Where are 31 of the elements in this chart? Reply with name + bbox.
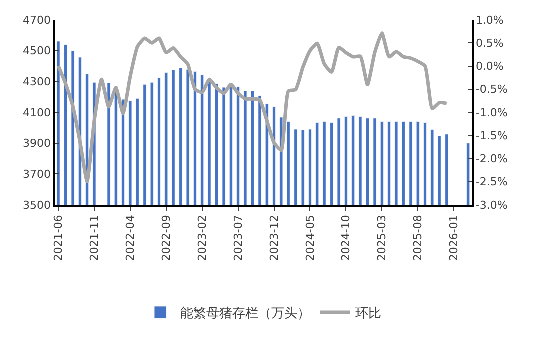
x-tick-label: 2025-08 <box>412 215 425 262</box>
x-tick-label: 2024-05 <box>304 215 317 262</box>
x-tick-label: 2023-07 <box>232 215 245 262</box>
y2-tick-label: -1.5% <box>476 129 508 142</box>
legend-label: 环比 <box>356 306 382 322</box>
y2-tick-label: 1.0% <box>476 14 504 27</box>
line-series <box>56 32 449 184</box>
y2-tick-label: 0.5% <box>476 36 504 50</box>
y-tick-label: 3900 <box>23 137 52 150</box>
x-tick-label: 2022-04 <box>124 215 138 262</box>
y2-tick-label: -0.5% <box>476 83 508 96</box>
x-tick-label: 2023-12 <box>268 215 281 262</box>
y-tick-label: 3700 <box>23 168 52 182</box>
y-tick-label: 3500 <box>23 198 52 212</box>
y2-tick-label: -2.0% <box>476 152 508 166</box>
x-tick-label: 2021-06 <box>52 215 66 262</box>
y2-tick-label: -1.0% <box>476 106 508 120</box>
y2-tick-label: 0.0% <box>476 60 504 74</box>
legend-label: 能繁母猪存栏（万头） <box>180 306 310 322</box>
x-tick-label: 2025-03 <box>376 215 389 262</box>
y-tick-label: 4300 <box>23 76 52 89</box>
y-tick-label: 4100 <box>23 106 52 120</box>
y-tick-label: 4500 <box>23 44 52 58</box>
y2-tick-label: -3.0% <box>476 198 508 212</box>
x-tick-label: 2021-11 <box>88 215 102 262</box>
x-tick-label: 2022-09 <box>160 215 174 262</box>
x-tick-label: 2023-02 <box>196 215 209 262</box>
x-tick-label: 2026-01 <box>448 215 461 262</box>
y-tick-label: 4700 <box>23 14 52 27</box>
y2-tick-label: -2.5% <box>476 176 508 189</box>
x-tick-label: 2024-10 <box>340 215 353 262</box>
